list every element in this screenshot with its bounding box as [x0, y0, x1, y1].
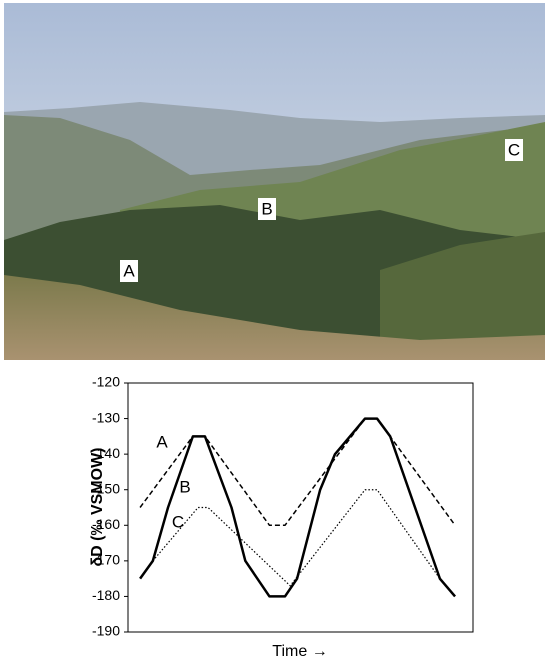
y-tick-label: -170 [92, 552, 120, 568]
series-label: A [156, 432, 168, 451]
y-tick-label: -180 [92, 587, 120, 603]
plot-frame [127, 382, 474, 633]
series-line [139, 417, 456, 527]
photo-label: A [123, 261, 135, 280]
series-line [139, 417, 457, 598]
y-tick-label: -120 [92, 374, 120, 390]
photo-label-box [505, 139, 523, 161]
photo-labels: A B C [120, 139, 523, 282]
y-axis-label: δD (‰ VSMOW) [89, 447, 106, 566]
photo-label-box [258, 198, 276, 220]
photo [4, 3, 545, 360]
photo-label: C [508, 140, 520, 159]
y-tick-label: -130 [92, 409, 120, 425]
y-tick-label: -190 [92, 623, 120, 639]
y-tick-label: -150 [92, 480, 120, 496]
series-label: C [172, 512, 184, 531]
y-tick-label: -160 [92, 516, 120, 532]
x-axis-label: Time → [272, 643, 327, 660]
series-label: B [179, 477, 190, 496]
photo-label-box [120, 260, 138, 282]
photo-label: B [261, 199, 272, 218]
series-line [152, 489, 441, 587]
y-tick-label: -140 [92, 445, 120, 461]
